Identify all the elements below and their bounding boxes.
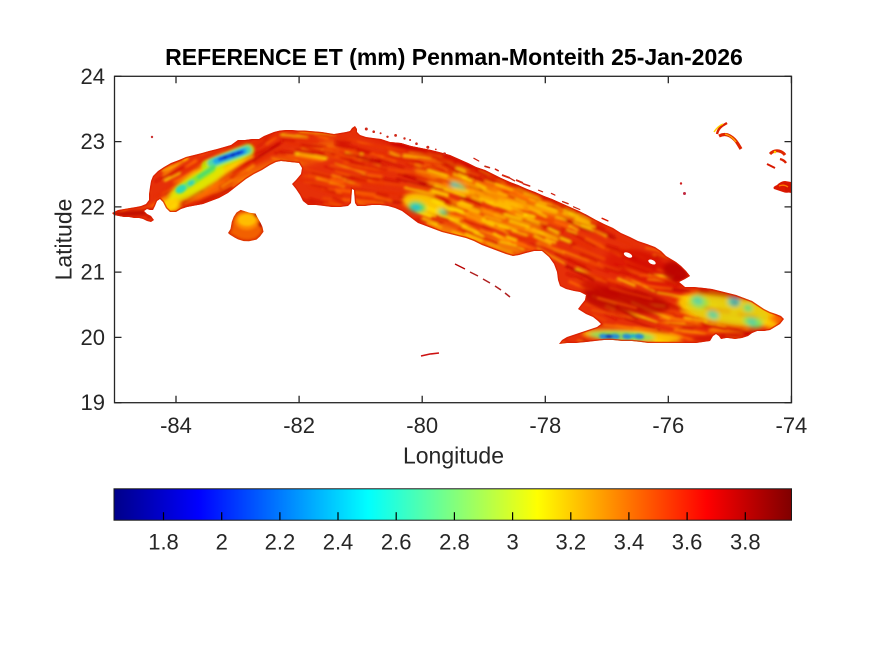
svg-text:24: 24 xyxy=(81,64,105,89)
svg-text:-74: -74 xyxy=(776,413,808,438)
svg-text:20: 20 xyxy=(81,325,105,350)
svg-text:2.2: 2.2 xyxy=(265,530,296,555)
svg-text:21: 21 xyxy=(81,260,105,285)
svg-text:-84: -84 xyxy=(160,413,192,438)
svg-text:23: 23 xyxy=(81,129,105,154)
svg-text:2: 2 xyxy=(216,530,228,555)
svg-text:-78: -78 xyxy=(529,413,561,438)
svg-text:-82: -82 xyxy=(283,413,315,438)
svg-text:2.8: 2.8 xyxy=(439,530,470,555)
svg-text:3.6: 3.6 xyxy=(672,530,703,555)
svg-text:3.4: 3.4 xyxy=(614,530,645,555)
svg-text:2.4: 2.4 xyxy=(323,530,354,555)
svg-text:Longitude: Longitude xyxy=(403,443,504,469)
svg-text:22: 22 xyxy=(81,194,105,219)
svg-text:2.6: 2.6 xyxy=(381,530,412,555)
svg-text:3.8: 3.8 xyxy=(730,530,761,555)
svg-text:1.8: 1.8 xyxy=(148,530,179,555)
svg-text:3: 3 xyxy=(506,530,518,555)
svg-text:19: 19 xyxy=(81,390,105,415)
svg-text:-76: -76 xyxy=(652,413,684,438)
svg-text:REFERENCE ET (mm) Penman-Monte: REFERENCE ET (mm) Penman-Monteith 25-Jan… xyxy=(165,44,743,70)
svg-text:-80: -80 xyxy=(406,413,438,438)
svg-text:3.2: 3.2 xyxy=(556,530,587,555)
svg-text:Latitude: Latitude xyxy=(51,199,77,281)
